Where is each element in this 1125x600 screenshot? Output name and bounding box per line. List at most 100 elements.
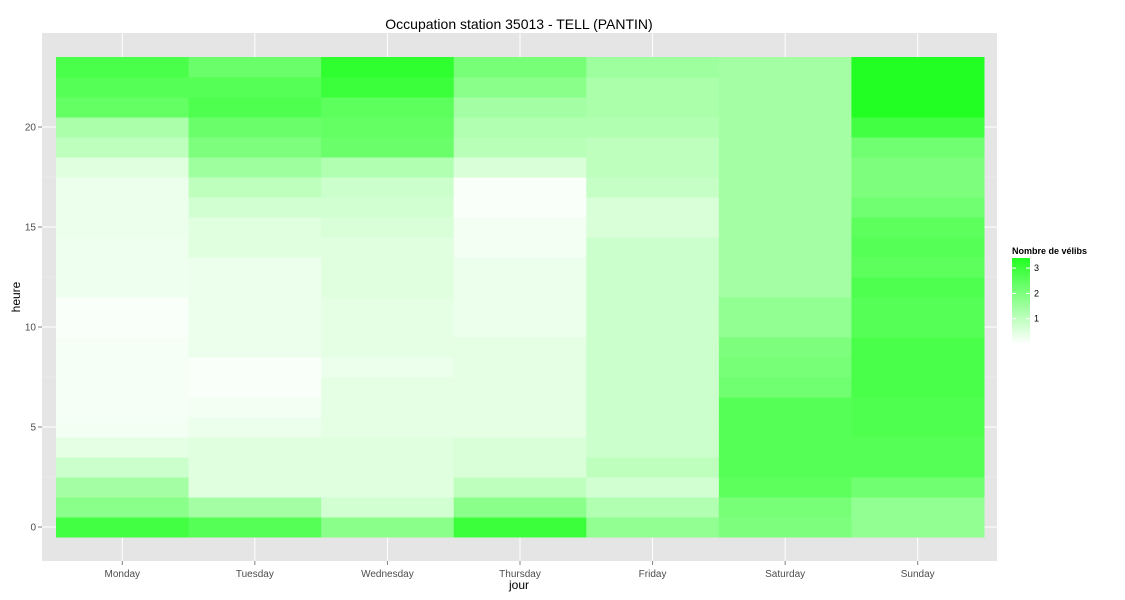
x-tick-label: Friday — [639, 569, 667, 580]
heatmap-cell — [718, 197, 852, 218]
heatmap-cell — [586, 397, 720, 418]
heatmap-cell — [321, 57, 455, 78]
heatmap-cell — [453, 257, 587, 278]
heatmap-cell — [321, 77, 455, 98]
heatmap-cell — [718, 357, 852, 378]
heatmap-cell — [453, 397, 587, 418]
heatmap-cell — [188, 217, 322, 238]
heatmap-cell — [586, 257, 720, 278]
heatmap-cell — [453, 57, 587, 78]
x-axis: Monday Tuesday Wednesday Thursday Friday Satu… — [104, 561, 935, 580]
heatmap-cell — [851, 217, 985, 238]
heatmap-cell — [851, 437, 985, 458]
y-tick-label: 0 — [30, 523, 36, 534]
heatmap-cell — [56, 277, 190, 298]
heatmap-cell — [56, 237, 190, 258]
heatmap-cell — [321, 297, 455, 318]
heatmap-cell — [56, 57, 190, 78]
heatmap-cell — [718, 217, 852, 238]
heatmap-cell — [56, 397, 190, 418]
heatmap-cell — [453, 457, 587, 478]
heatmap-cell — [453, 337, 587, 358]
heatmap-cell — [321, 177, 455, 198]
heatmap-cell — [851, 497, 985, 518]
heatmap-cell — [56, 137, 190, 158]
legend-title: Nombre de vélibs — [1012, 246, 1087, 256]
heatmap-cell — [851, 277, 985, 298]
heatmap-cell — [188, 477, 322, 498]
heatmap-cell — [56, 377, 190, 398]
legend-tick-label: 3 — [1034, 263, 1039, 273]
heatmap-cell — [453, 177, 587, 198]
heatmap-cell — [453, 497, 587, 518]
heatmap-cell — [56, 437, 190, 458]
heatmap-cell — [453, 517, 587, 538]
heatmap-cell — [321, 97, 455, 118]
heatmap-cell — [586, 377, 720, 398]
heatmap-cell — [718, 477, 852, 498]
legend-tick-label: 1 — [1034, 314, 1039, 324]
heatmap-cell — [188, 137, 322, 158]
heatmap-cell — [851, 117, 985, 138]
heatmap-cell — [586, 297, 720, 318]
heatmap-cell — [851, 237, 985, 258]
heatmap-cell — [321, 277, 455, 298]
heatmap-cell — [321, 357, 455, 378]
x-tick-label: Tuesday — [236, 569, 274, 580]
heatmap-cell — [718, 237, 852, 258]
legend-ticks: 1 2 3 — [1012, 263, 1039, 324]
heatmap-cell — [718, 497, 852, 518]
heatmap-cell — [188, 497, 322, 518]
legend-colorbar — [1012, 258, 1030, 344]
heatmap-cell — [586, 77, 720, 98]
heatmap-cell — [586, 337, 720, 358]
heatmap-cell — [586, 457, 720, 478]
heatmap-cell — [453, 97, 587, 118]
y-tick-label: 10 — [25, 323, 37, 334]
heatmap-cell — [188, 357, 322, 378]
heatmap-cell — [56, 77, 190, 98]
heatmap-cell — [321, 237, 455, 258]
heatmap-cell — [851, 337, 985, 358]
heatmap-cell — [56, 457, 190, 478]
heatmap-cell — [586, 317, 720, 338]
heatmap-cell — [718, 97, 852, 118]
heatmap-cell — [188, 177, 322, 198]
heatmap-cell — [188, 397, 322, 418]
heatmap-cell — [321, 317, 455, 338]
heatmap-cell — [453, 237, 587, 258]
heatmap-cell — [586, 277, 720, 298]
heatmap-cell — [56, 357, 190, 378]
y-axis: 0 5 10 15 20 — [25, 123, 42, 534]
heatmap-cell — [453, 217, 587, 238]
heatmap-cell — [718, 77, 852, 98]
heatmap-cell — [453, 117, 587, 138]
heatmap-cell — [453, 297, 587, 318]
heatmap-cell — [718, 57, 852, 78]
heatmap-cell — [321, 497, 455, 518]
heatmap-cell — [718, 277, 852, 298]
heatmap-cell — [321, 417, 455, 438]
heatmap-cell — [188, 437, 322, 458]
x-axis-title: jour — [508, 578, 529, 592]
heatmap-cell — [321, 117, 455, 138]
heatmap-cell — [321, 197, 455, 218]
x-tick-label: Thursday — [499, 569, 541, 580]
heatmap-cell — [188, 317, 322, 338]
heatmap-cell — [188, 297, 322, 318]
heatmap-cell — [851, 137, 985, 158]
heatmap-cell — [851, 457, 985, 478]
heatmap-cell — [586, 97, 720, 118]
heatmap-cell — [851, 377, 985, 398]
heatmap-cell — [586, 497, 720, 518]
heatmap-cell — [321, 157, 455, 178]
heatmap-cell — [321, 457, 455, 478]
heatmap-cell — [321, 137, 455, 158]
heatmap-cell — [851, 257, 985, 278]
heatmap-cell — [718, 317, 852, 338]
heatmap-cell — [851, 197, 985, 218]
heatmap-cell — [586, 157, 720, 178]
heatmap-cell — [321, 377, 455, 398]
x-tick-label: Monday — [104, 569, 140, 580]
